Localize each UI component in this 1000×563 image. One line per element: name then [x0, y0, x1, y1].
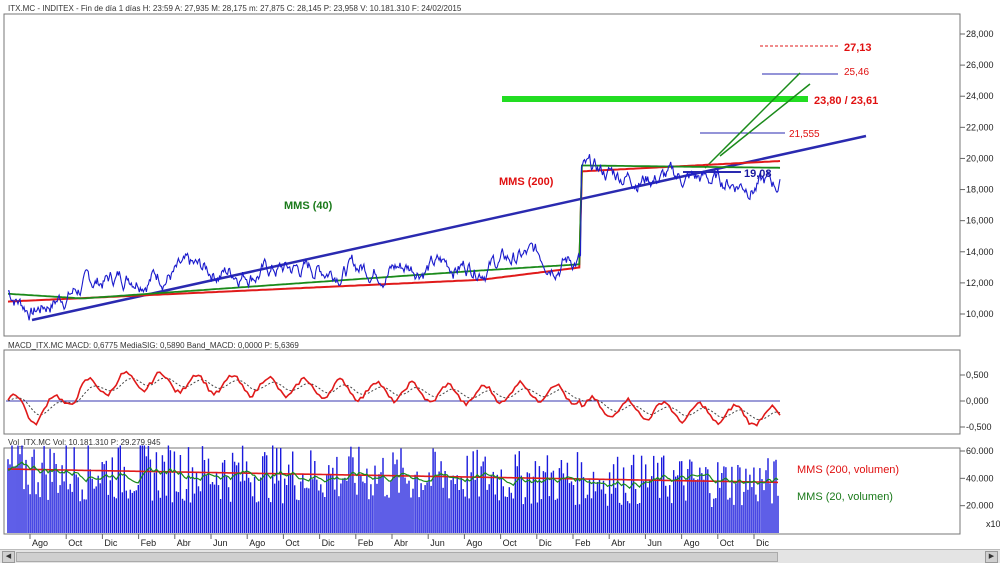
- x-tick-label: Dic: [539, 538, 552, 548]
- x-tick-label: Dic: [104, 538, 117, 548]
- x-tick-label: Feb: [575, 538, 591, 548]
- price-y-tick-label: 22,000: [966, 122, 994, 132]
- x-tick-label: Oct: [285, 538, 300, 548]
- price-y-tick-label: 18,000: [966, 185, 994, 195]
- x-axis: Ago Oct Dic Feb Abr Jun Ago Oct Dic Feb Abr Jun Ago O…: [29, 534, 769, 548]
- price-y-tick-label: 26,000: [966, 60, 994, 70]
- macd-y-axis: -0,500 0,000 0,500: [960, 370, 992, 432]
- x-tick-label: Feb: [358, 538, 374, 548]
- label-21-555: 21,555: [789, 129, 820, 140]
- legend-volume-mms20: MMS (20, volumen): [797, 491, 893, 503]
- stock-chart: 10,000 12,000 14,000 16,000 18,000 20,000 22,0…: [3, 13, 1000, 548]
- label-mms40: MMS (40): [284, 200, 333, 212]
- volume-bars: [7, 445, 779, 533]
- price-y-tick-label: 20,000: [966, 153, 994, 163]
- macd-panel-header: MACD_ITX.MC MACD: 0,6775 MediaSIG: 0,589…: [8, 341, 299, 350]
- macd-y-tick-label: -0,500: [966, 422, 992, 432]
- x-tick-label: Ago: [249, 538, 265, 548]
- x-tick-label: Jun: [430, 538, 445, 548]
- label-resistance: 23,80 / 23,61: [814, 95, 878, 107]
- volume-mms20-line: [7, 461, 779, 489]
- scroll-thumb[interactable]: [16, 552, 778, 562]
- price-y-tick-label: 12,000: [966, 278, 994, 288]
- scroll-right-button[interactable]: ▶: [985, 551, 998, 563]
- volume-panel-frame: [3, 447, 961, 535]
- price-y-tick-label: 28,000: [966, 29, 994, 39]
- price-y-tick-label: 16,000: [966, 216, 994, 226]
- volume-y-axis: 20.000 40.000 60.000: [960, 446, 994, 511]
- price-panel-frame: [3, 13, 961, 337]
- channel-line-1: [704, 72, 801, 169]
- label-27-13: 27,13: [844, 42, 872, 54]
- x-tick-label: Feb: [141, 538, 157, 548]
- label-25-46: 25,46: [844, 67, 869, 78]
- x-tick-label: Ago: [684, 538, 700, 548]
- price-y-tick-label: 24,000: [966, 91, 994, 101]
- x-tick-label: Abr: [394, 538, 408, 548]
- macd-panel-frame: [3, 349, 961, 435]
- mms200-line: [7, 160, 781, 303]
- x-tick-label: Ago: [32, 538, 48, 548]
- price-line: [8, 154, 781, 321]
- x-tick-label: Jun: [647, 538, 662, 548]
- macd-signal-line: [7, 377, 781, 421]
- price-panel-header: ITX.MC - INDITEX - Fin de día 1 días H: …: [8, 4, 462, 13]
- x-tick-label: Ago: [466, 538, 482, 548]
- x-tick-label: Abr: [177, 538, 191, 548]
- x-tick-label: Jun: [213, 538, 228, 548]
- volume-scale-note: x10: [986, 519, 1000, 529]
- volume-panel-header: Vol_ITX.MC Vol: 10.181.310 P: 29.279.945: [8, 438, 161, 447]
- price-y-tick-label: 10,000: [966, 309, 994, 319]
- macd-y-tick-label: 0,000: [966, 396, 989, 406]
- x-tick-label: Oct: [720, 538, 735, 548]
- label-mms200: MMS (200): [499, 176, 554, 188]
- volume-mms200-line: [7, 468, 779, 484]
- legend-volume-mms200: MMS (200, volumen): [797, 464, 899, 476]
- x-tick-label: Abr: [611, 538, 625, 548]
- volume-y-tick-label: 20.000: [966, 501, 994, 511]
- channel-line-2: [719, 83, 811, 157]
- x-tick-label: Dic: [322, 538, 335, 548]
- price-y-tick-label: 14,000: [966, 247, 994, 257]
- x-tick-label: Oct: [68, 538, 83, 548]
- macd-line: [7, 370, 781, 427]
- scroll-left-button[interactable]: ◀: [2, 551, 15, 563]
- mms40-line: [7, 164, 781, 300]
- macd-y-tick-label: 0,500: [966, 370, 989, 380]
- x-tick-label: Dic: [756, 538, 769, 548]
- volume-y-tick-label: 60.000: [966, 446, 994, 456]
- time-scrollbar[interactable]: ◀ ▶: [0, 549, 1000, 563]
- x-tick-label: Oct: [503, 538, 518, 548]
- label-19-08: 19,08: [744, 168, 772, 180]
- volume-y-tick-label: 40.000: [966, 473, 994, 483]
- price-y-axis: 10,000 12,000 14,000 16,000 18,000 20,000 22,0…: [960, 29, 994, 319]
